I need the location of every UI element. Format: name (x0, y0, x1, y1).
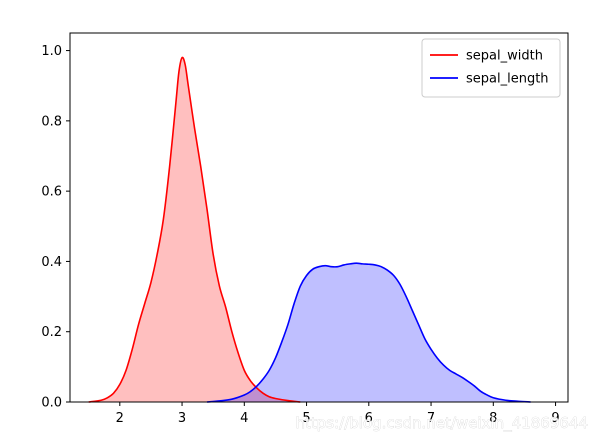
x-tick-label: 7 (427, 411, 435, 426)
series-line-sepal_width (88, 56, 301, 403)
y-tick-label: 1.0 (41, 44, 62, 59)
y-tick-label: 0.8 (41, 114, 62, 129)
x-axis-ticks: 2 3 4 5 6 7 8 9 (116, 402, 560, 426)
x-tick-label: 5 (302, 411, 310, 426)
series-lines (88, 56, 531, 403)
x-tick-label: 2 (116, 411, 124, 426)
series-fill-sepal_length (206, 263, 531, 402)
y-axis-ticks: 0.0 0.2 0.4 0.6 0.8 1.0 (41, 44, 70, 411)
legend-label-sepal_width: sepal_width (466, 49, 543, 64)
series-line-sepal_length (206, 262, 531, 403)
axes-frame (69, 32, 569, 403)
y-tick-label: 0.2 (41, 325, 62, 340)
y-tick-label: 0.6 (41, 185, 62, 200)
y-tick-label: 0.4 (41, 255, 62, 270)
legend: sepal_width sepal_length (421, 38, 561, 98)
x-tick-label: 4 (240, 411, 248, 426)
x-tick-label: 8 (489, 411, 497, 426)
legend-label-sepal_length: sepal_length (466, 72, 549, 87)
watermark-text: https://blog.csdn.net/weixin_41869644 (295, 414, 588, 433)
x-tick-label: 9 (551, 411, 559, 426)
legend-box (421, 38, 561, 98)
x-tick-label: 6 (365, 411, 373, 426)
y-tick-label: 0.0 (41, 396, 62, 411)
axes-border (69, 32, 569, 403)
x-tick-label: 3 (178, 411, 186, 426)
